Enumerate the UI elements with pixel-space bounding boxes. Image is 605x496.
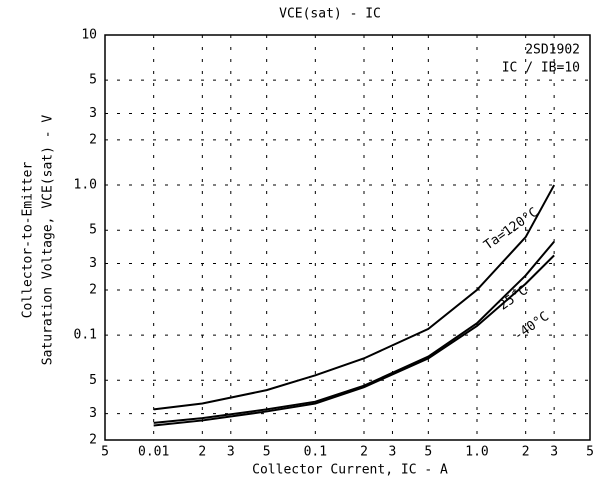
curve [153,184,556,411]
y-tick-label: 0.1 [74,328,97,343]
y-axis-label: Collector-to-Emitter [21,162,36,319]
x-tick-label: 5 [263,445,271,460]
curve-label: -40°C [511,309,552,344]
y-axis-label: Saturation Voltage, VCE(sat) - V [41,115,56,366]
x-tick-label: 3 [550,445,558,460]
x-tick-label: 3 [227,445,235,460]
y-tick-label: 1.0 [74,178,97,193]
x-tick-label: 5 [101,445,109,460]
chart-title: VCE(sat) - IC [279,7,381,22]
plot-frame [104,34,591,441]
curve [153,254,555,427]
x-tick-label: 0.1 [304,445,327,460]
y-tick-label: 3 [89,106,97,121]
x-tick-label: 5 [424,445,432,460]
x-tick-label: 1.0 [465,445,488,460]
part-number: 2SD1902 [525,43,580,58]
x-tick-label: 3 [389,445,397,460]
x-axis-label: Collector Current, IC - A [252,463,448,478]
y-tick-label: 3 [89,256,97,271]
x-tick-label: 2 [360,445,368,460]
x-tick-label: 2 [522,445,530,460]
y-tick-label: 10 [81,28,97,43]
y-tick-label: 2 [89,433,97,448]
curve [153,240,555,424]
x-tick-label: 0.01 [138,445,169,460]
y-tick-label: 2 [89,132,97,147]
curve-label: Ta=120°C [481,205,541,253]
y-tick-label: 3 [89,406,97,421]
x-tick-label: 2 [198,445,206,460]
y-tick-label: 2 [89,282,97,297]
y-tick-label: 5 [89,373,97,388]
x-tick-label: 5 [586,445,594,460]
y-tick-label: 5 [89,73,97,88]
y-tick-label: 5 [89,223,97,238]
condition: IC / IB=10 [502,61,580,76]
